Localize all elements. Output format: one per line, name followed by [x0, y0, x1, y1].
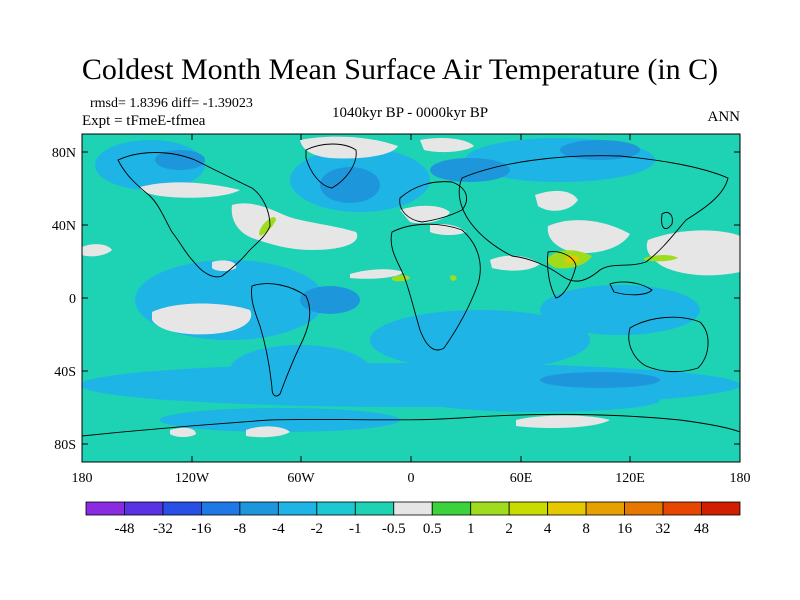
colorbar-swatch — [662, 501, 702, 516]
negative-region-layer — [82, 138, 740, 432]
lon-tick-label: 180 — [72, 471, 93, 486]
lat-tick-label: 40N — [52, 219, 76, 234]
colorbar-swatch — [316, 501, 356, 516]
colorbar-label: -48 — [114, 521, 134, 537]
lon-tick-label: 120W — [175, 471, 210, 486]
lat-tick-label: 0 — [69, 292, 76, 307]
stats-label: rmsd= 1.8396 diff= -1.39023 — [90, 96, 253, 111]
lat-tick-marks — [82, 151, 740, 445]
chart-title: Coldest Month Mean Surface Air Temperatu… — [81, 53, 719, 86]
lon-tick-marks — [81, 134, 741, 462]
colorbar-swatch — [85, 501, 125, 516]
lon-tick-label: 0 — [408, 471, 415, 486]
colorbar-swatch — [547, 501, 587, 516]
colorbar-label: 0.5 — [423, 521, 442, 537]
colorbar-swatch — [277, 501, 318, 516]
colorbar-label: 48 — [694, 521, 709, 537]
lat-tick-label: 80N — [52, 146, 76, 161]
lon-tick-label: 180 — [730, 471, 751, 486]
colorbar-label: 1 — [467, 521, 475, 537]
colorbar-label: -0.5 — [382, 521, 406, 537]
colorbar-label: -32 — [153, 521, 173, 537]
colorbar — [85, 501, 741, 516]
colorbar-swatch — [701, 501, 741, 516]
experiment-label: Expt = tFmeE-tfmea — [82, 113, 206, 129]
lat-tick-label: 80S — [54, 438, 76, 453]
colorbar-label: 4 — [544, 521, 552, 537]
colorbar-swatch — [354, 501, 395, 516]
map-field — [82, 134, 740, 462]
season-label: ANN — [707, 109, 741, 125]
lat-tick-labels: 80N 40N 0 40S 80S — [52, 146, 76, 453]
colorbar-swatch — [239, 501, 279, 516]
colorbar-label: -8 — [234, 521, 247, 537]
colorbar-swatch — [124, 501, 164, 516]
lon-tick-label: 60E — [510, 471, 533, 486]
colorbar-label: 32 — [656, 521, 671, 537]
colorbar-label: 16 — [617, 521, 633, 537]
colorbar-swatch — [470, 501, 510, 516]
colorbar-label: 2 — [505, 521, 513, 537]
period-label: 1040kyr BP - 0000kyr BP — [331, 105, 489, 121]
lon-tick-labels: 180 120W 60W 0 60E 120E 180 — [72, 471, 751, 486]
colorbar-label: -16 — [191, 521, 211, 537]
colorbar-swatch — [393, 501, 433, 516]
colorbar-swatch — [162, 501, 202, 516]
colorbar-label: -2 — [311, 521, 324, 537]
colorbar-swatch — [508, 501, 549, 516]
colorbar-label: -1 — [349, 521, 362, 537]
lon-tick-label: 60W — [287, 471, 315, 486]
colorbar-swatch — [624, 501, 664, 516]
colorbar-label: -4 — [272, 521, 285, 537]
coastlines — [82, 143, 740, 437]
colorbar-label: 8 — [582, 521, 590, 537]
lat-tick-label: 40S — [54, 365, 76, 380]
colorbar-swatch — [431, 501, 472, 516]
colorbar-labels: -48 -32 -16 -8 -4 -2 -1 -0.5 0.5 1 2 4 8 16 32 48 — [114, 521, 709, 537]
strong-negative-region-layer — [155, 140, 660, 388]
colorbar-swatch — [585, 501, 625, 516]
lon-tick-label: 120E — [615, 471, 645, 486]
colorbar-swatch — [201, 501, 241, 516]
